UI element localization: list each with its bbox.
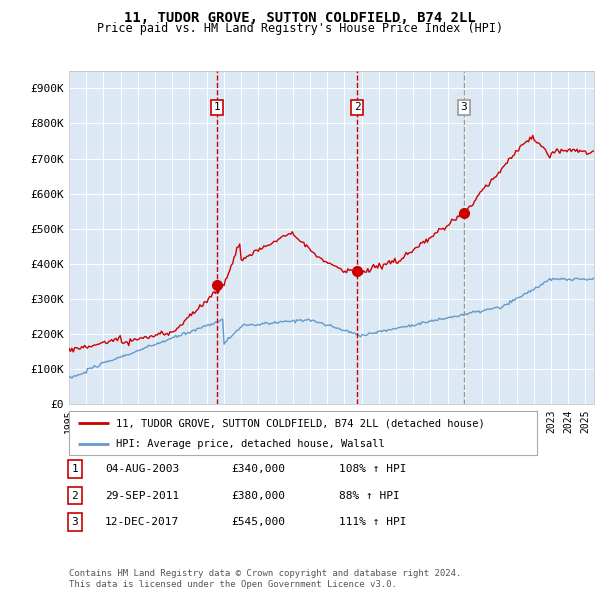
Text: 88% ↑ HPI: 88% ↑ HPI: [339, 491, 400, 500]
Text: 3: 3: [71, 517, 79, 527]
Text: 29-SEP-2011: 29-SEP-2011: [105, 491, 179, 500]
Text: 2: 2: [354, 103, 361, 113]
Text: 108% ↑ HPI: 108% ↑ HPI: [339, 464, 407, 474]
Text: 2: 2: [71, 491, 79, 500]
Text: 1: 1: [71, 464, 79, 474]
Text: 3: 3: [460, 103, 467, 113]
Text: Contains HM Land Registry data © Crown copyright and database right 2024.
This d: Contains HM Land Registry data © Crown c…: [69, 569, 461, 589]
Text: 111% ↑ HPI: 111% ↑ HPI: [339, 517, 407, 527]
Text: 04-AUG-2003: 04-AUG-2003: [105, 464, 179, 474]
Text: 11, TUDOR GROVE, SUTTON COLDFIELD, B74 2LL (detached house): 11, TUDOR GROVE, SUTTON COLDFIELD, B74 2…: [116, 418, 485, 428]
Text: £380,000: £380,000: [231, 491, 285, 500]
Text: £340,000: £340,000: [231, 464, 285, 474]
Text: HPI: Average price, detached house, Walsall: HPI: Average price, detached house, Wals…: [116, 438, 385, 448]
Text: £545,000: £545,000: [231, 517, 285, 527]
Text: 11, TUDOR GROVE, SUTTON COLDFIELD, B74 2LL: 11, TUDOR GROVE, SUTTON COLDFIELD, B74 2…: [124, 11, 476, 25]
Text: 12-DEC-2017: 12-DEC-2017: [105, 517, 179, 527]
Text: Price paid vs. HM Land Registry's House Price Index (HPI): Price paid vs. HM Land Registry's House …: [97, 22, 503, 35]
Text: 1: 1: [214, 103, 220, 113]
